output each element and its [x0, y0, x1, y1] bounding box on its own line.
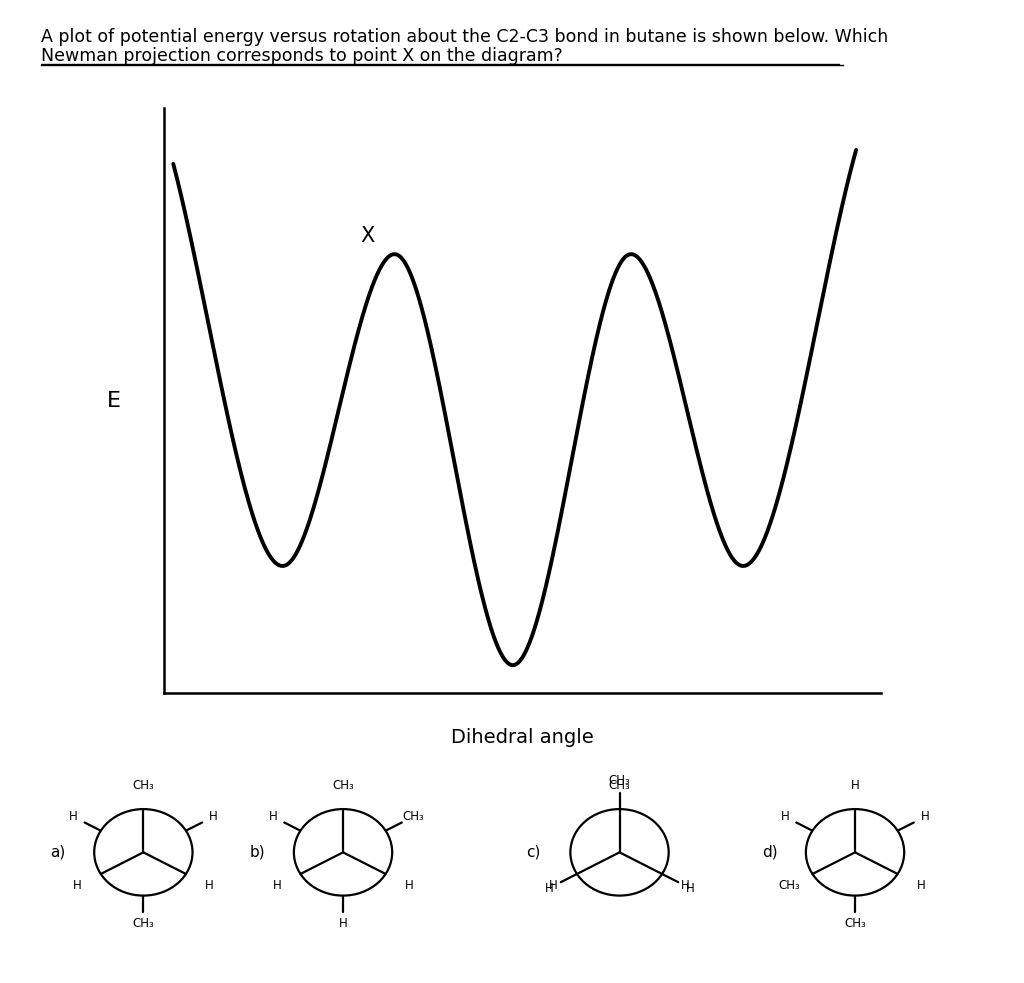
Text: CH₃: CH₃: [844, 917, 866, 930]
Text: X: X: [360, 226, 375, 246]
Text: A plot of potential energy versus rotation about the C2-C3 bond in butane is sho: A plot of potential energy versus rotati…: [41, 28, 888, 45]
Text: CH₃: CH₃: [332, 779, 354, 791]
Text: H: H: [268, 810, 278, 823]
Text: H: H: [851, 779, 859, 791]
Text: H: H: [69, 810, 78, 823]
Text: H: H: [681, 880, 690, 893]
Circle shape: [806, 809, 904, 896]
Text: H: H: [404, 880, 414, 893]
Text: CH₃: CH₃: [608, 779, 631, 791]
Circle shape: [94, 809, 193, 896]
Text: H: H: [209, 810, 218, 823]
Text: Newman projection corresponds to point X on the diagram?: Newman projection corresponds to point X…: [41, 47, 563, 65]
Text: H: H: [921, 810, 930, 823]
Text: Dihedral angle: Dihedral angle: [451, 728, 594, 747]
Text: H: H: [549, 880, 558, 893]
Text: CH₃: CH₃: [132, 779, 155, 791]
Text: H: H: [339, 917, 347, 930]
Circle shape: [570, 809, 669, 896]
Text: H: H: [916, 880, 926, 893]
Text: d): d): [762, 844, 777, 860]
Text: CH₃: CH₃: [132, 917, 155, 930]
Circle shape: [294, 809, 392, 896]
Text: CH₃: CH₃: [778, 880, 800, 893]
Text: a): a): [50, 844, 66, 860]
Text: H: H: [780, 810, 790, 823]
Text: H: H: [272, 880, 282, 893]
Text: H: H: [205, 880, 214, 893]
Text: E: E: [106, 390, 121, 411]
Text: CH₃: CH₃: [608, 775, 631, 787]
Text: H: H: [73, 880, 82, 893]
Text: CH₃: CH₃: [402, 810, 424, 823]
Text: b): b): [250, 844, 265, 860]
Text: c): c): [526, 844, 541, 860]
Text: H: H: [545, 882, 554, 895]
Text: H: H: [685, 882, 694, 895]
